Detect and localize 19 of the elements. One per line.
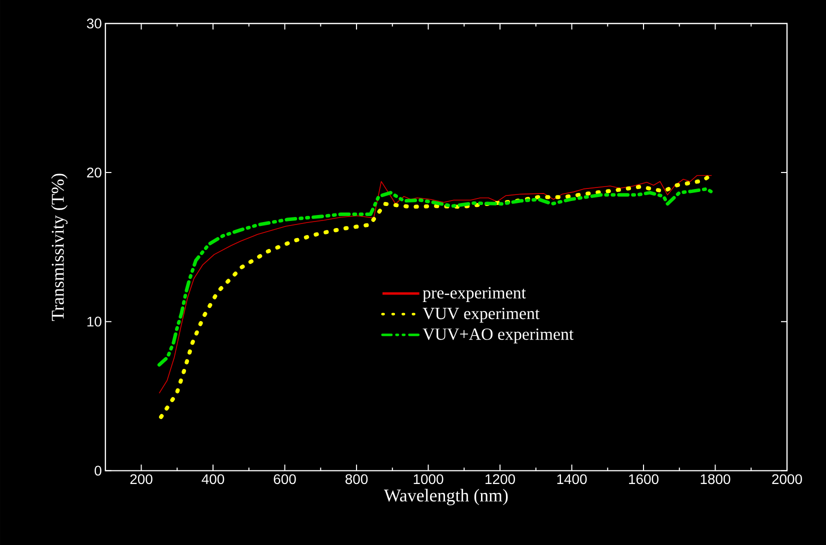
y-tick-label: 30 [86, 18, 102, 28]
y-tick-label: 0 [94, 466, 102, 476]
y-tick-label: 10 [87, 316, 102, 327]
x-tick-label: 1600 [629, 474, 658, 484]
legend-label: VUV+AO experiment [422, 328, 574, 344]
y-tick-label: 20 [87, 168, 102, 178]
x-axis-title: Wavelength (nm) [384, 488, 508, 506]
x-tick-label: 400 [202, 474, 224, 484]
x-tick-label: 1400 [557, 474, 587, 484]
x-tick-label: 800 [346, 474, 368, 484]
x-tick-label: 200 [130, 474, 152, 484]
x-tick-label: 1200 [486, 474, 515, 484]
legend-label: VUV experiment [422, 308, 540, 323]
x-tick-label: 600 [274, 474, 296, 484]
y-axis-title: Transmissivity (T%) [51, 174, 68, 321]
x-tick-label: 2000 [772, 474, 802, 484]
x-tick-label: 1800 [700, 474, 730, 484]
x-tick-label: 1000 [414, 474, 444, 484]
legend-label: pre-experiment [422, 287, 526, 302]
